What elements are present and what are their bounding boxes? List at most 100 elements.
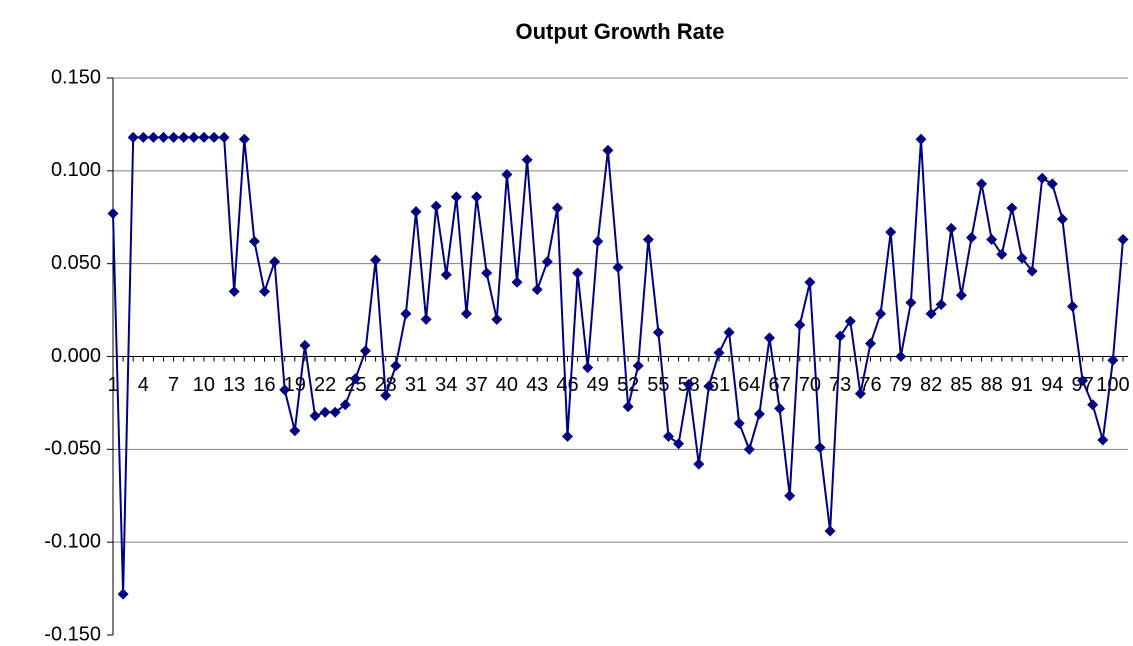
marker (511, 276, 523, 288)
marker (208, 131, 220, 143)
marker (531, 284, 543, 296)
marker (1107, 354, 1119, 366)
marker (854, 388, 866, 400)
marker (824, 525, 836, 537)
marker (602, 144, 614, 156)
marker (188, 131, 200, 143)
x-tick-label: 94 (1041, 374, 1063, 396)
marker (1016, 252, 1028, 264)
marker (562, 430, 573, 442)
marker (743, 443, 755, 455)
marker (935, 299, 947, 311)
x-tick-label: 70 (799, 374, 821, 396)
marker (551, 202, 563, 214)
marker (1067, 300, 1078, 312)
x-tick-label: 22 (314, 374, 336, 396)
marker (228, 286, 240, 298)
x-tick-label: 85 (950, 374, 972, 396)
marker (218, 131, 230, 143)
marker (339, 399, 351, 411)
x-tick-label: 7 (168, 374, 179, 396)
y-tick-label: -0.050 (44, 438, 101, 460)
marker (814, 441, 826, 453)
y-tick-label: -0.150 (44, 623, 101, 645)
y-tick-label: 0.150 (51, 66, 101, 88)
x-tick-label: 25 (344, 374, 366, 396)
x-tick-label: 31 (405, 374, 427, 396)
marker (592, 235, 604, 247)
marker (632, 360, 644, 372)
marker (844, 315, 856, 327)
marker (1077, 375, 1089, 387)
marker (622, 401, 634, 413)
x-tick-label: 64 (738, 374, 760, 396)
x-tick-label: 52 (617, 374, 639, 396)
marker (137, 131, 149, 143)
marker (693, 458, 705, 470)
marker (915, 133, 927, 145)
marker (794, 319, 806, 331)
marker (774, 402, 786, 414)
marker (703, 380, 715, 392)
marker (329, 406, 341, 418)
marker (1056, 213, 1068, 225)
x-tick-label: 40 (496, 374, 518, 396)
marker (1117, 234, 1129, 246)
marker (572, 267, 584, 279)
marker (319, 406, 331, 418)
y-tick-label: -0.100 (44, 530, 101, 552)
marker (147, 131, 159, 143)
marker (430, 200, 442, 212)
marker (582, 362, 594, 374)
y-tick-label: 0.000 (51, 345, 101, 367)
marker (642, 234, 654, 246)
marker (127, 131, 139, 143)
marker (481, 267, 493, 279)
y-tick-label: 0.100 (51, 159, 101, 181)
series-line (112, 136, 1124, 595)
marker (784, 490, 796, 502)
marker (1036, 172, 1048, 184)
x-tick-label: 37 (465, 374, 487, 396)
x-tick-label: 76 (859, 374, 881, 396)
x-tick-label: 49 (587, 374, 609, 396)
marker (491, 313, 503, 325)
y-tick-label: 0.050 (51, 252, 101, 274)
marker (976, 178, 988, 190)
marker (764, 332, 775, 344)
marker (925, 308, 937, 320)
x-tick-label: 88 (981, 374, 1003, 396)
marker (309, 410, 321, 422)
marker (966, 232, 977, 244)
marker (733, 417, 745, 429)
marker (238, 133, 250, 145)
marker (1046, 178, 1058, 190)
marker (178, 131, 190, 143)
marker (107, 208, 119, 220)
marker (1026, 265, 1038, 277)
marker (440, 269, 452, 281)
marker (713, 347, 725, 359)
marker (885, 226, 897, 238)
x-tick-label: 16 (253, 374, 275, 396)
x-tick-label: 79 (890, 374, 912, 396)
x-tick-label: 4 (138, 374, 149, 396)
marker (461, 308, 472, 320)
marker (1087, 399, 1099, 411)
marker (400, 308, 412, 320)
x-tick-label: 10 (193, 374, 215, 396)
marker (158, 131, 169, 143)
marker (269, 256, 281, 268)
x-tick-label: 67 (768, 374, 790, 396)
marker (612, 261, 624, 273)
marker (834, 330, 846, 342)
marker (865, 338, 876, 350)
marker (945, 222, 957, 234)
marker (501, 169, 513, 181)
marker (420, 313, 432, 325)
marker (370, 254, 382, 266)
chart-title: Output Growth Rate (516, 19, 725, 44)
x-tick-label: 34 (435, 374, 457, 396)
